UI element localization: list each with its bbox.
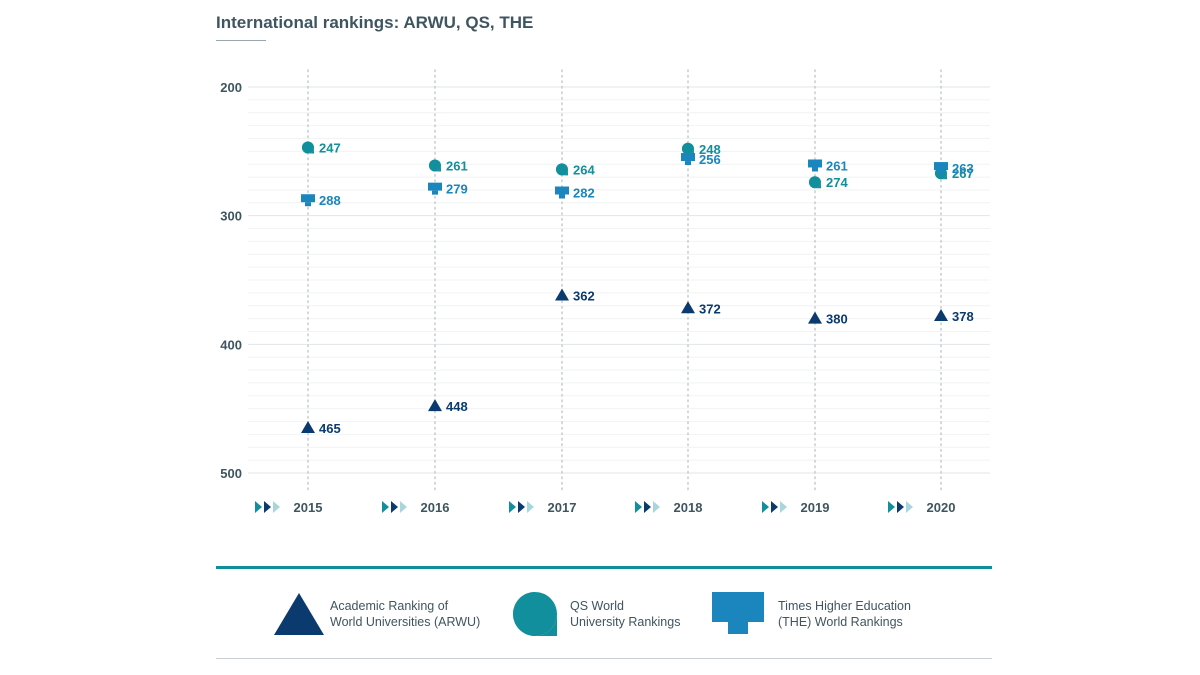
- data-label-the-2019: 261: [826, 158, 848, 173]
- chevron-icon: [527, 501, 534, 513]
- chevron-icon: [653, 501, 660, 513]
- x-tick-label-2017: 2017: [548, 500, 577, 515]
- point-the-2019: [808, 159, 822, 168]
- chevron-icon: [382, 501, 389, 513]
- point-the-2017: [555, 186, 569, 195]
- legend-item-arwu: Academic Ranking of World Universities (…: [272, 590, 502, 638]
- point-arwu-2017: [555, 288, 569, 301]
- triangle-icon: [274, 593, 324, 635]
- data-label-qs-2019: 274: [826, 175, 848, 190]
- x-tick-label-2020: 2020: [927, 500, 956, 515]
- data-label-the-2018: 256: [699, 152, 721, 167]
- chevron-icon: [255, 501, 262, 513]
- chevron-icon: [762, 501, 769, 513]
- data-label-the-2015: 288: [319, 193, 341, 208]
- speech-bubble-icon: [513, 592, 557, 636]
- chevron-icon: [771, 501, 778, 513]
- point-the-2020: [934, 162, 948, 171]
- point-the-2018-stand: [685, 161, 691, 166]
- chevron-icon: [644, 501, 651, 513]
- data-label-qs-2020: 267: [952, 166, 974, 181]
- x-tick-label-2019: 2019: [801, 500, 830, 515]
- point-arwu-2016: [428, 399, 442, 412]
- data-label-arwu-2017: 362: [573, 288, 595, 303]
- data-label-qs-2015: 247: [319, 140, 341, 155]
- data-label-qs-2017: 264: [573, 162, 595, 177]
- chevron-icon: [906, 501, 913, 513]
- chevron-icon: [635, 501, 642, 513]
- point-the-2019-stand: [812, 167, 818, 172]
- title-underline: [216, 40, 266, 41]
- legend-bottom-divider: [216, 658, 992, 659]
- point-qs-2018: [682, 142, 694, 155]
- point-arwu-2018: [681, 301, 695, 314]
- point-the-2020-stand: [938, 170, 944, 175]
- point-arwu-2020: [934, 309, 948, 322]
- chevron-icon: [888, 501, 895, 513]
- y-tick-label: 500: [220, 466, 242, 481]
- point-arwu-2019: [808, 311, 822, 324]
- legend-label-the: Times Higher Education (THE) World Ranki…: [778, 599, 911, 629]
- data-label-arwu-2020: 378: [952, 309, 974, 324]
- data-label-qs-2018: 248: [699, 142, 721, 157]
- x-tick-label-2015: 2015: [294, 500, 323, 515]
- point-the-2015-stand: [305, 202, 311, 207]
- x-tick-label-2016: 2016: [421, 500, 450, 515]
- point-the-2016: [428, 182, 442, 191]
- chevron-icon: [897, 501, 904, 513]
- point-qs-2016: [429, 159, 441, 172]
- legend-label-arwu: Academic Ranking of World Universities (…: [330, 599, 481, 629]
- chart-title: International rankings: ARWU, QS, THE: [216, 13, 534, 32]
- legend-top-divider: [216, 566, 992, 569]
- point-qs-2015: [302, 141, 314, 154]
- point-the-2015: [301, 194, 315, 203]
- data-label-arwu-2018: 372: [699, 301, 721, 316]
- chevron-icon: [518, 501, 525, 513]
- monitor-icon: [712, 592, 764, 634]
- data-label-the-2020: 263: [952, 161, 974, 176]
- data-label-arwu-2016: 448: [446, 399, 468, 414]
- legend-label-qs: QS World University Rankings: [570, 599, 681, 629]
- legend-item-the: Times Higher Education (THE) World Ranki…: [712, 590, 942, 638]
- point-qs-2019: [809, 176, 821, 189]
- data-label-arwu-2019: 380: [826, 312, 848, 327]
- point-the-2017-stand: [559, 194, 565, 199]
- chevron-icon: [273, 501, 280, 513]
- chevron-icon: [780, 501, 787, 513]
- point-arwu-2015: [301, 420, 315, 433]
- chevron-icon: [509, 501, 516, 513]
- chevron-icon: [264, 501, 271, 513]
- point-the-2016-stand: [432, 190, 438, 195]
- rankings-chart: 200 300 400 500 2015 2016 2017 2018 2019 2020 465 4…: [220, 69, 990, 515]
- chevron-icon: [391, 501, 398, 513]
- data-label-the-2017: 282: [573, 186, 595, 201]
- data-label-qs-2016: 261: [446, 158, 468, 173]
- y-tick-label: 300: [220, 209, 242, 224]
- x-tick-label-2018: 2018: [674, 500, 703, 515]
- chevron-icon: [400, 501, 407, 513]
- data-label-arwu-2015: 465: [319, 421, 341, 436]
- data-label-the-2016: 279: [446, 182, 468, 197]
- legend-item-qs: QS World University Rankings: [512, 590, 702, 638]
- point-the-2018: [681, 153, 695, 162]
- point-qs-2017: [556, 163, 568, 176]
- y-tick-label: 200: [220, 80, 242, 95]
- y-tick-label: 400: [220, 337, 242, 352]
